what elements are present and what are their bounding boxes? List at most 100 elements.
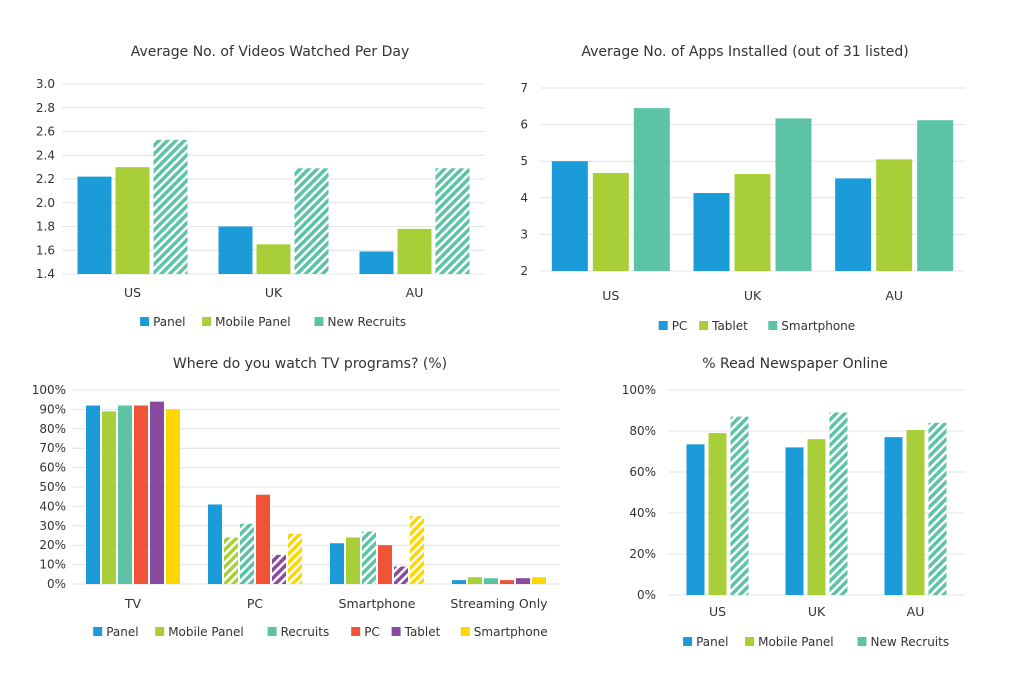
y-tick-label: 80%	[629, 424, 656, 438]
y-tick-label: 1.4	[36, 267, 55, 281]
chart-title: Where do you watch TV programs? (%)	[173, 356, 447, 372]
x-category-label: Streaming Only	[450, 596, 548, 611]
y-tick-label: 5	[520, 154, 528, 168]
bar-panel	[330, 543, 344, 584]
bar-mobile-panel	[256, 244, 291, 274]
bar-mobile-panel	[807, 439, 826, 595]
y-tick-label: 40%	[629, 506, 656, 520]
legend-swatch	[93, 627, 103, 636]
bar-smartphone	[166, 409, 180, 584]
bar-tablet	[876, 159, 913, 271]
bar-recruits	[118, 405, 132, 584]
legend-label: Tablet	[404, 625, 441, 639]
bar-panel	[86, 405, 100, 584]
y-tick-label: 2.2	[36, 172, 55, 186]
bar-tablet	[272, 554, 286, 584]
bar-mobile-panel	[397, 228, 432, 274]
y-tick-label: 2.0	[36, 196, 55, 210]
y-tick-label: 2.4	[36, 148, 55, 162]
legend-label: Mobile Panel	[758, 635, 834, 649]
legend-swatch	[314, 317, 324, 326]
bar-mobile-panel	[102, 411, 116, 584]
legend-label: Mobile Panel	[168, 625, 244, 639]
x-category-label: US	[124, 285, 141, 300]
chart-title: Average No. of Videos Watched Per Day	[131, 44, 410, 60]
legend-swatch	[658, 321, 668, 330]
bar-tablet	[394, 566, 408, 584]
x-category-label: TV	[124, 596, 142, 611]
bar-pc	[256, 494, 270, 584]
chart-title: Average No. of Apps Installed (out of 31…	[581, 44, 908, 60]
legend-label: Recruits	[281, 625, 330, 639]
bar-smartphone	[532, 577, 546, 584]
y-tick-label: 4	[520, 191, 528, 205]
bar-panel	[359, 251, 394, 274]
x-category-label: US	[709, 604, 726, 619]
chart-1: Average No. of Videos Watched Per Day 1.4…	[36, 44, 485, 329]
y-tick-label: 3.0	[36, 77, 55, 91]
y-tick-label: 40%	[39, 499, 66, 513]
bar-tablet	[734, 174, 771, 271]
bar-mobile-panel	[224, 537, 238, 584]
legend-label: PC	[672, 319, 688, 333]
x-category-label: AU	[885, 288, 903, 303]
legend-label: New Recruits	[328, 315, 407, 329]
y-tick-label: 60%	[629, 465, 656, 479]
legend-swatch	[768, 321, 778, 330]
bar-tablet	[150, 401, 164, 584]
legend-swatch	[745, 637, 755, 646]
legend-label: Panel	[696, 635, 728, 649]
y-tick-label: 60%	[39, 461, 66, 475]
legend-swatch	[267, 627, 277, 636]
y-tick-label: 90%	[39, 402, 66, 416]
y-tick-label: 100%	[622, 383, 656, 397]
legend-label: Tablet	[711, 319, 748, 333]
x-category-label: UK	[744, 288, 762, 303]
bar-smartphone	[288, 533, 302, 584]
x-category-label: UK	[265, 285, 283, 300]
bar-new-recruits	[829, 412, 848, 595]
chart-title: % Read Newspaper Online	[702, 356, 888, 372]
bar-panel	[77, 176, 112, 274]
legend-swatch	[857, 637, 867, 646]
bar-recruits	[362, 531, 376, 584]
bar-new-recruits	[730, 416, 749, 595]
bar-mobile-panel	[115, 167, 150, 274]
legend-swatch	[155, 627, 165, 636]
y-tick-label: 3	[520, 227, 528, 241]
y-tick-label: 50%	[39, 480, 66, 494]
legend-label: PC	[364, 625, 380, 639]
bar-tablet	[516, 578, 530, 584]
legend-swatch	[391, 627, 401, 636]
bar-new-recruits	[153, 139, 188, 274]
x-category-label: UK	[808, 604, 826, 619]
legend-label: Smartphone	[781, 319, 855, 333]
x-category-label: AU	[907, 604, 925, 619]
bar-smartphone	[917, 120, 954, 271]
x-category-label: Smartphone	[339, 596, 416, 611]
bar-panel	[884, 437, 903, 595]
y-tick-label: 2.6	[36, 125, 55, 139]
x-category-label: US	[602, 288, 619, 303]
y-tick-label: 2.8	[36, 101, 55, 115]
bar-recruits	[484, 578, 498, 584]
bar-mobile-panel	[906, 429, 925, 595]
bar-panel	[218, 226, 253, 274]
bar-new-recruits	[928, 422, 947, 595]
bar-recruits	[240, 523, 254, 584]
bar-panel	[686, 444, 705, 595]
chart-2: Average No. of Apps Installed (out of 31…	[520, 44, 965, 333]
x-category-label: AU	[406, 285, 424, 300]
legend-label: Panel	[153, 315, 185, 329]
legend-label: Smartphone	[474, 625, 548, 639]
bar-new-recruits	[435, 168, 470, 274]
y-tick-label: 20%	[39, 538, 66, 552]
x-category-label: PC	[247, 596, 264, 611]
legend-swatch	[683, 637, 693, 646]
y-tick-label: 1.8	[36, 220, 55, 234]
y-tick-label: 20%	[629, 547, 656, 561]
y-tick-label: 80%	[39, 422, 66, 436]
legend-swatch	[202, 317, 212, 326]
legend-label: Mobile Panel	[215, 315, 291, 329]
